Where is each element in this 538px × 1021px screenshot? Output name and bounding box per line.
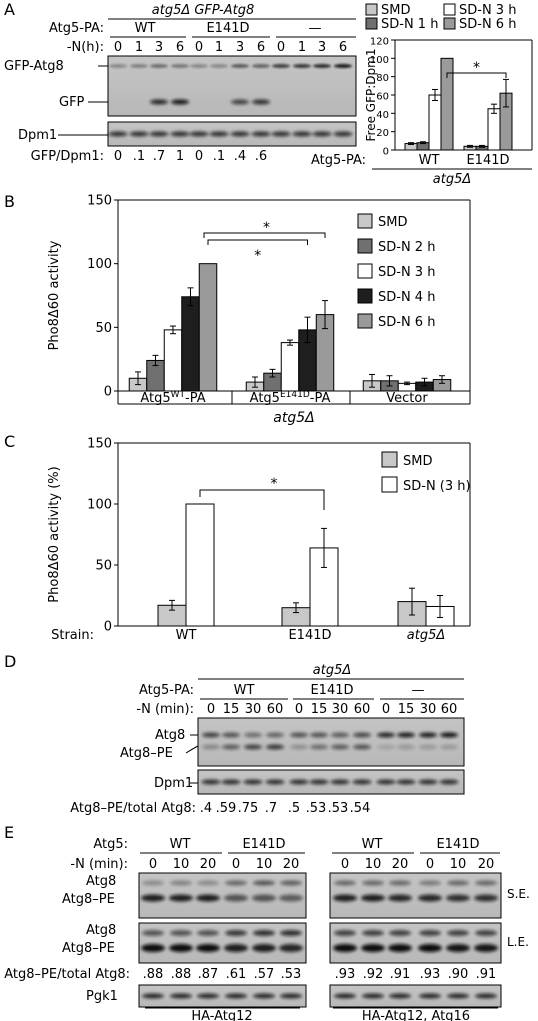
significance-star: * — [271, 476, 278, 492]
x-category-label: Atg5E141D-PA — [250, 390, 331, 406]
legend-label: SD-N 6 h — [378, 315, 435, 330]
y-tick-label: 50 — [95, 321, 112, 336]
legend-swatch — [365, 17, 378, 30]
x-strain-label: atg5Δ — [273, 410, 314, 426]
y-tick-label: 0 — [383, 147, 389, 158]
significance-bracket — [207, 239, 308, 245]
y-axis-label: Pho8Δ60 activity (%) — [47, 466, 62, 602]
y-tick-label: 20 — [376, 128, 389, 139]
x-category-label: WT — [419, 153, 440, 168]
legend-label: SD-N 4 h — [378, 290, 435, 305]
y-tick-label: 0 — [104, 385, 112, 400]
y-axis-label: Free GFP:Dpm1 — [364, 49, 378, 142]
y-tick-label: 40 — [376, 110, 389, 121]
significance-bracket — [199, 489, 325, 510]
legend-swatch — [357, 238, 373, 254]
y-tick-label: 150 — [87, 437, 112, 452]
significance-bracket — [446, 72, 507, 78]
y-tick-label: 100 — [370, 55, 389, 66]
significance-star: * — [263, 220, 270, 236]
x-category-label: WT — [176, 628, 197, 643]
legend-swatch — [381, 451, 398, 468]
x-category-label: Atg5WT-PA — [140, 390, 205, 406]
legend-swatch — [381, 476, 398, 493]
legend-swatch — [443, 3, 456, 16]
x-category-label: Vector — [386, 391, 428, 406]
legend-label: SD-N (3 h) — [403, 479, 471, 494]
y-tick-label: 150 — [87, 194, 112, 209]
legend-swatch — [443, 17, 456, 30]
legend-label: SD-N 6 h — [459, 17, 516, 32]
bar-sd-n-6-h — [198, 263, 218, 392]
y-axis-label: Pho8Δ60 activity — [47, 240, 62, 350]
x-row-label: Atg5-PA: — [311, 153, 366, 168]
y-tick-label: 100 — [87, 257, 112, 272]
legend-swatch — [357, 288, 373, 304]
y-tick-label: 100 — [87, 498, 112, 513]
y-tick-label: 0 — [104, 620, 112, 635]
x-strain-label: atg5Δ — [433, 172, 471, 187]
legend-label: SD-N 3 h — [378, 265, 435, 280]
y-tick-label: 60 — [376, 92, 389, 103]
legend-label: SD-N 2 h — [378, 240, 435, 255]
y-tick-label: 50 — [95, 559, 112, 574]
legend-swatch — [365, 3, 378, 16]
significance-star: * — [473, 60, 480, 76]
x-category-label: E141D — [288, 628, 331, 643]
legend-label: SD-N 3 h — [459, 3, 516, 18]
legend-label: SMD — [381, 3, 410, 18]
x-category-label: atg5Δ — [407, 628, 445, 643]
bar-sd-n-3-h- — [185, 503, 215, 627]
y-tick-label: 120 — [370, 37, 389, 48]
significance-bracket — [203, 232, 326, 238]
legend-label: SMD — [378, 215, 407, 230]
significance-star: * — [254, 248, 261, 264]
legend-label: SD-N 1 h — [381, 17, 438, 32]
legend-swatch — [357, 263, 373, 279]
legend-swatch — [357, 313, 373, 329]
legend-label: SMD — [403, 454, 432, 469]
bar-sd-n-6-h — [440, 57, 454, 151]
legend-swatch — [357, 213, 373, 229]
y-tick-label: 80 — [376, 73, 389, 84]
x-category-label: E141D — [466, 153, 509, 168]
